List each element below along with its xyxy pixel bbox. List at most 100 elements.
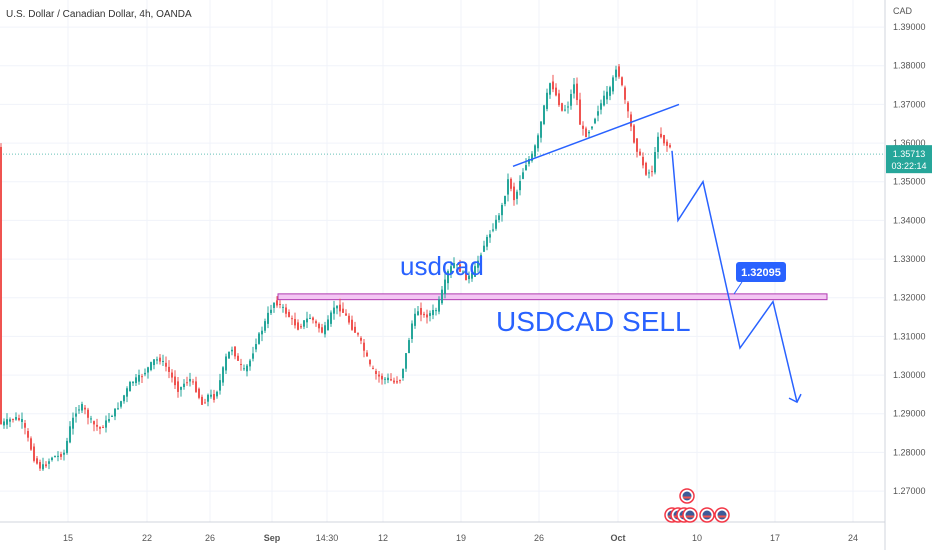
y-tick-label: 1.28000: [893, 447, 926, 457]
candle-body: [255, 344, 257, 350]
currency-label: CAD: [893, 6, 913, 16]
candle-body: [489, 234, 491, 238]
candle-body: [258, 333, 260, 344]
symbol-title: U.S. Dollar / Canadian Dollar, 4h, OANDA: [6, 9, 192, 20]
candle-body: [222, 367, 224, 383]
x-tick-label: 12: [378, 533, 388, 543]
candle-body: [669, 145, 671, 148]
projection-arrowhead: [788, 393, 802, 404]
candle-body: [0, 146, 2, 425]
candle-body: [459, 264, 461, 272]
event-flag-stripe: [683, 496, 691, 499]
target-callout-pointer: [733, 281, 743, 295]
candle-body: [123, 395, 125, 402]
candle-body: [216, 391, 218, 397]
candle-body: [348, 315, 350, 323]
y-tick-label: 1.32000: [893, 293, 926, 303]
candle-body: [456, 264, 458, 266]
candle-body: [84, 407, 86, 410]
candle-body: [183, 383, 185, 388]
event-flag-icon[interactable]: [682, 507, 698, 523]
candle-body: [261, 330, 263, 335]
candle-body: [396, 381, 398, 383]
candle-body: [339, 304, 341, 312]
event-flag-icon[interactable]: [679, 488, 695, 504]
candle-body: [522, 172, 524, 179]
candle-body: [114, 408, 116, 417]
candle-body: [324, 325, 326, 335]
candle-body: [495, 219, 497, 229]
candle-body: [264, 321, 266, 331]
x-tick-label: 24: [848, 533, 858, 543]
candle-body: [36, 458, 38, 464]
candle-body: [648, 172, 650, 174]
x-tick-label: 26: [534, 533, 544, 543]
candle-body: [45, 464, 47, 467]
candle-body: [93, 421, 95, 425]
candle-body: [462, 271, 464, 273]
event-flag-core: [682, 491, 692, 501]
event-flag-icon[interactable]: [699, 507, 715, 523]
candle-body: [441, 289, 443, 304]
candle-body: [606, 91, 608, 100]
candle-body: [276, 300, 278, 306]
target-callout-box: [736, 262, 786, 282]
x-tick-label: 26: [205, 533, 215, 543]
candle-body: [249, 360, 251, 367]
x-tick-label: 15: [63, 533, 73, 543]
candle-body: [399, 380, 401, 382]
candle-body: [225, 356, 227, 371]
y-tick-label: 1.30000: [893, 370, 926, 380]
x-tick-label: 22: [142, 533, 152, 543]
candle-body: [429, 313, 431, 316]
candle-body: [210, 394, 212, 397]
candle-body: [411, 323, 413, 339]
candle-body: [279, 304, 281, 306]
candle-body: [582, 125, 584, 129]
candle-body: [240, 363, 242, 365]
candle-body: [438, 299, 440, 312]
candle-body: [387, 377, 389, 381]
candle-body: [108, 419, 110, 422]
candle-body: [594, 118, 596, 124]
candle-body: [444, 279, 446, 295]
y-tick-label: 1.29000: [893, 409, 926, 419]
candle-body: [30, 438, 32, 450]
trendline[interactable]: [512, 103, 680, 167]
candle-body: [504, 195, 506, 205]
event-flag-icon[interactable]: [714, 507, 730, 523]
candle-body: [162, 360, 164, 362]
candle-body: [300, 326, 302, 328]
candle-body: [579, 99, 581, 125]
candle-body: [24, 423, 26, 428]
price-series: [0, 63, 671, 471]
candle-body: [150, 362, 152, 370]
candle-body: [561, 103, 563, 111]
candle-body: [63, 452, 65, 455]
candle-body: [483, 245, 485, 252]
candle-body: [69, 426, 71, 443]
candle-body: [66, 440, 68, 453]
candle-body: [141, 376, 143, 378]
candle-body: [195, 381, 197, 392]
candle-body: [270, 309, 272, 314]
candle-body: [252, 353, 254, 359]
candle-body: [420, 308, 422, 315]
candle-body: [57, 455, 59, 457]
candle-body: [51, 457, 53, 461]
labels: usdcad USDCAD SELL 1.32095 U.S. Dollar / Ca…: [6, 9, 786, 523]
candle-body: [333, 307, 335, 314]
candle-body: [405, 353, 407, 369]
candle-body: [198, 388, 200, 398]
event-flag-core: [702, 510, 712, 520]
projection-path[interactable]: [671, 150, 798, 403]
candle-body: [651, 171, 653, 173]
candle-body: [573, 84, 575, 94]
candle-body: [237, 355, 239, 361]
candle-body: [552, 81, 554, 90]
candle-body: [540, 121, 542, 138]
candle-body: [624, 87, 626, 100]
